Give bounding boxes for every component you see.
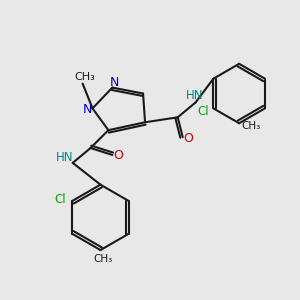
Text: Cl: Cl (198, 105, 209, 118)
Text: Cl: Cl (54, 193, 66, 206)
Text: CH₃: CH₃ (74, 72, 95, 82)
Text: CH₃: CH₃ (94, 254, 113, 264)
Text: N: N (83, 103, 92, 116)
Text: N: N (110, 76, 119, 89)
Text: O: O (184, 132, 194, 145)
Text: O: O (113, 149, 123, 162)
Text: HN: HN (186, 89, 203, 102)
Text: HN: HN (56, 152, 74, 164)
Text: CH₃: CH₃ (242, 121, 261, 131)
